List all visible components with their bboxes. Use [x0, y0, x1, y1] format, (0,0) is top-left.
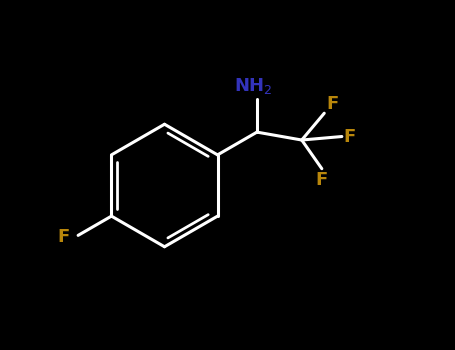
Text: F: F: [315, 172, 327, 189]
Text: NH$_2$: NH$_2$: [234, 76, 273, 96]
Text: F: F: [57, 228, 69, 246]
Text: F: F: [344, 127, 356, 146]
Text: F: F: [326, 94, 338, 112]
